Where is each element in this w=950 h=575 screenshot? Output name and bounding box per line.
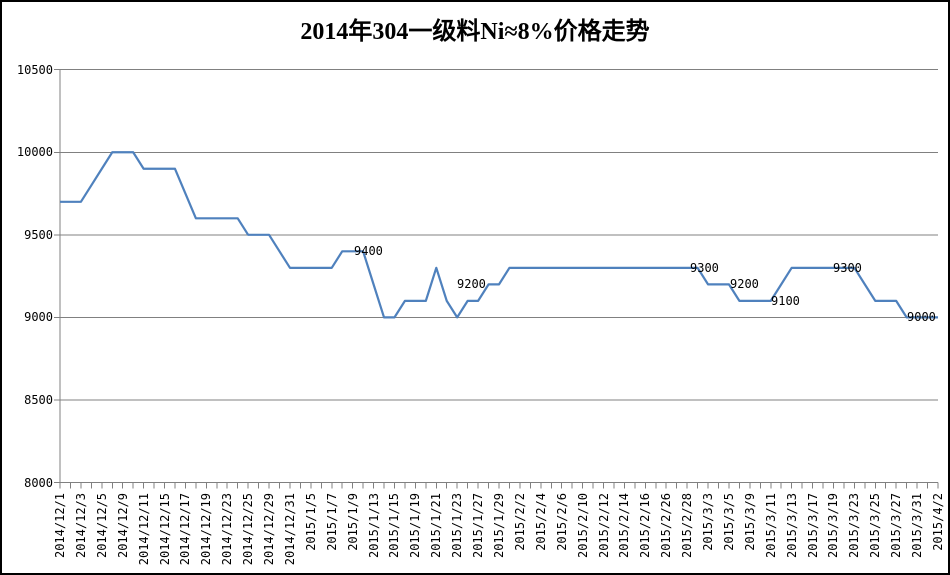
x-axis-label: 2015/3/25 — [868, 493, 883, 559]
x-axis-label: 2015/2/26 — [659, 493, 674, 559]
x-axis-label: 2015/2/2 — [512, 493, 527, 551]
x-axis-label: 2014/12/19 — [199, 493, 214, 566]
y-axis-label: 10500 — [16, 62, 53, 77]
x-axis-label: 2015/1/15 — [387, 493, 402, 559]
x-axis-label: 2015/3/23 — [847, 493, 862, 559]
x-axis-label: 2015/1/29 — [492, 493, 506, 559]
x-axis-label: 2015/3/31 — [910, 493, 925, 559]
x-axis-label: 2014/12/3 — [73, 493, 88, 559]
y-axis-label: 10000 — [16, 145, 53, 160]
x-axis-label: 2015/2/10 — [575, 493, 590, 559]
data-label: 9400 — [354, 244, 383, 259]
y-axis-label: 9500 — [24, 227, 53, 242]
x-axis-label: 2015/2/6 — [554, 493, 569, 551]
x-axis-label: 2014/12/1 — [53, 493, 67, 559]
x-axis-label: 2015/2/4 — [533, 493, 548, 551]
data-label: 9000 — [907, 310, 936, 325]
gridlines — [60, 69, 938, 401]
x-axis-label: 2014/12/17 — [178, 493, 193, 566]
x-axis-label: 2015/3/11 — [763, 493, 778, 559]
y-axis-label: 8500 — [24, 392, 53, 407]
x-axis-label: 2015/1/27 — [471, 493, 486, 559]
x-axis-label: 2015/2/28 — [680, 493, 695, 559]
x-axis-label: 2015/1/5 — [303, 493, 318, 551]
x-axis-label: 2015/3/9 — [742, 493, 757, 551]
x-axis-label: 2015/3/3 — [701, 493, 716, 551]
x-axis-label: 2015/2/12 — [596, 493, 611, 559]
x-axis-label: 2015/2/14 — [617, 493, 632, 559]
x-axis-label: 2015/4/2 — [931, 493, 945, 551]
axes — [59, 69, 938, 483]
x-axis-label: 2014/12/15 — [157, 493, 172, 566]
y-axis-label: 9000 — [24, 310, 53, 325]
y-axis-label: 8000 — [24, 475, 53, 490]
x-axis-label: 2015/1/19 — [408, 493, 423, 559]
data-label: 9200 — [457, 277, 486, 292]
x-axis-label: 2014/12/25 — [241, 493, 256, 566]
y-ticks — [54, 69, 60, 483]
x-axis-label: 2015/1/13 — [366, 493, 381, 559]
x-axis-label: 2015/1/7 — [324, 493, 339, 551]
x-axis-label: 2015/1/21 — [429, 493, 444, 559]
x-axis-label: 2015/3/13 — [784, 493, 799, 559]
x-axis-label: 2015/3/27 — [889, 493, 904, 559]
x-axis-label: 2014/12/29 — [262, 493, 277, 566]
x-axis-label: 2014/12/9 — [115, 493, 130, 559]
x-axis-label: 2014/12/11 — [136, 493, 151, 566]
x-ticks — [59, 482, 939, 489]
data-label: 9200 — [730, 277, 759, 292]
x-axis-label: 2015/3/5 — [721, 493, 736, 551]
price-series-line — [60, 151, 938, 319]
x-axis-label: 2015/2/16 — [638, 493, 653, 559]
chart-title: 2014年304一级料Ni≈8%价格走势 — [300, 19, 650, 45]
data-label: 9100 — [771, 293, 800, 308]
x-axis-label: 2015/3/17 — [805, 493, 820, 559]
data-label: 9300 — [690, 260, 719, 275]
x-axis-label: 2015/3/19 — [826, 493, 841, 559]
x-axis-label: 2014/12/5 — [94, 493, 109, 559]
x-axis-label: 2015/1/9 — [345, 493, 360, 551]
x-axis-label: 2015/1/23 — [450, 493, 465, 559]
data-label: 9300 — [833, 260, 862, 275]
x-axis-label: 2014/12/31 — [282, 493, 297, 566]
x-axis-label: 2014/12/23 — [220, 493, 235, 566]
